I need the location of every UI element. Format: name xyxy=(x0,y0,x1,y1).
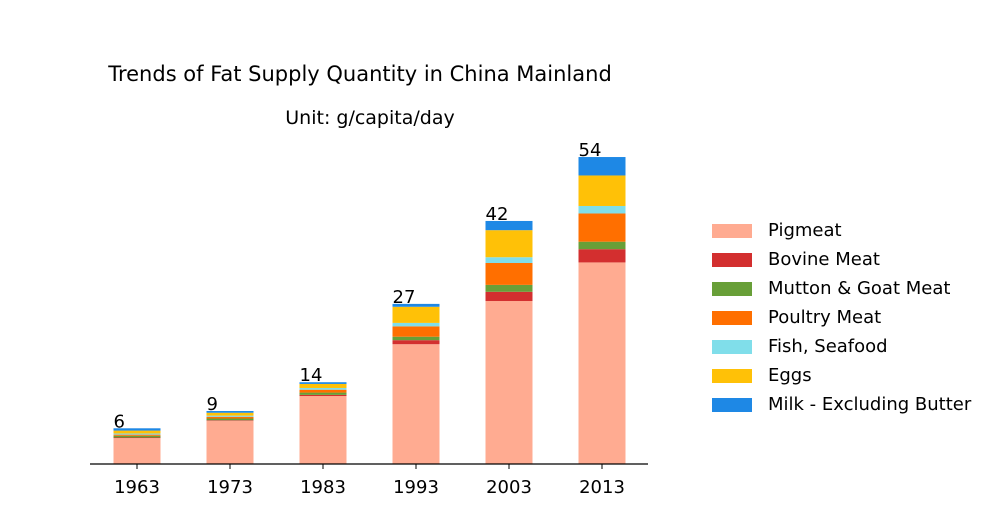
legend-item: Poultry Meat xyxy=(712,303,971,332)
bar-2013-pigmeat xyxy=(578,262,626,464)
bar-2003-milk-excluding-butter xyxy=(485,220,533,231)
bar-1963-milk-excluding-butter xyxy=(113,428,161,431)
bar-2003-pigmeat xyxy=(485,301,533,464)
total-label-1973: 9 xyxy=(207,394,218,415)
legend-item: Milk - Excluding Butter xyxy=(712,390,971,419)
x-tick-label-2013: 2013 xyxy=(579,477,625,498)
bar-1973-milk-excluding-butter xyxy=(206,411,254,413)
bar-1973-bovine-meat xyxy=(206,420,254,421)
bar-1973-fish-seafood xyxy=(206,415,254,417)
legend-swatch xyxy=(712,368,752,383)
bar-1963-poultry-meat xyxy=(113,434,161,436)
legend-label: Milk - Excluding Butter xyxy=(768,394,972,415)
legend-label: Bovine Meat xyxy=(768,249,880,270)
bar-1983-milk-excluding-butter xyxy=(299,382,347,384)
legend-label: Poultry Meat xyxy=(768,307,882,328)
bar-1993-poultry-meat xyxy=(392,326,440,337)
bar-1993-pigmeat xyxy=(392,344,440,464)
bar-1983-bovine-meat xyxy=(299,394,347,397)
bar-1983-pigmeat xyxy=(299,396,347,464)
total-label-1993: 27 xyxy=(393,287,416,308)
chart-subtitle: Unit: g/capita/day xyxy=(285,107,455,129)
x-tick-label-2003: 2003 xyxy=(486,477,532,498)
bar-1973-mutton-goat-meat xyxy=(206,418,254,421)
bar-1963-fish-seafood xyxy=(113,433,161,435)
bar-1973-eggs xyxy=(206,412,254,416)
bar-1973-poultry-meat xyxy=(206,416,254,419)
legend-label: Eggs xyxy=(768,365,812,386)
total-label-2003: 42 xyxy=(486,204,509,225)
total-label-1983: 14 xyxy=(300,365,323,386)
bar-1993-fish-seafood xyxy=(392,322,440,327)
bar-1993-milk-excluding-butter xyxy=(392,303,440,307)
bar-1963-eggs xyxy=(113,430,161,434)
bar-1983-poultry-meat xyxy=(299,389,347,393)
legend-label: Fish, Seafood xyxy=(768,336,888,357)
bar-1993-mutton-goat-meat xyxy=(392,336,440,341)
x-tick-label-1973: 1973 xyxy=(207,477,253,498)
bar-1993-bovine-meat xyxy=(392,340,440,345)
bar-1983-fish-seafood xyxy=(299,387,347,390)
bar-2013-bovine-meat xyxy=(578,249,626,263)
bars-group xyxy=(113,157,626,464)
legend-swatch xyxy=(712,223,752,238)
bar-2003-mutton-goat-meat xyxy=(485,284,533,292)
chart-title: Trends of Fat Supply Quantity in China M… xyxy=(108,62,612,86)
bar-2003-eggs xyxy=(485,230,533,258)
legend-swatch xyxy=(712,310,752,325)
legend-swatch xyxy=(712,252,752,267)
total-label-2013: 54 xyxy=(579,140,602,161)
legend-item: Bovine Meat xyxy=(712,245,971,274)
bar-2013-milk-excluding-butter xyxy=(578,157,626,176)
bar-2013-eggs xyxy=(578,175,626,206)
bar-1963-mutton-goat-meat xyxy=(113,435,161,438)
legend-label: Mutton & Goat Meat xyxy=(768,278,951,299)
total-label-1963: 6 xyxy=(114,411,125,432)
legend-item: Fish, Seafood xyxy=(712,332,971,361)
bar-2003-fish-seafood xyxy=(485,257,533,264)
bar-2003-poultry-meat xyxy=(485,263,533,285)
x-ticks-group: 1963 1973 1983 1993 2003 2013 xyxy=(114,464,625,498)
bar-2013-fish-seafood xyxy=(578,205,626,214)
legend-swatch xyxy=(712,397,752,412)
bar-1963-bovine-meat xyxy=(113,437,161,439)
x-tick-label-1963: 1963 xyxy=(114,477,160,498)
bar-2013-mutton-goat-meat xyxy=(578,241,626,250)
bar-1973-pigmeat xyxy=(206,420,254,464)
legend-swatch xyxy=(712,281,752,296)
bar-1993-eggs xyxy=(392,306,440,323)
plot-area: 6 9 14 27 42 54 1963 1973 1983 1993 2003 2013 xyxy=(90,140,648,498)
bar-1983-eggs xyxy=(299,383,347,388)
bar-2013-poultry-meat xyxy=(578,213,626,242)
legend-item: Eggs xyxy=(712,361,971,390)
bar-1963-pigmeat xyxy=(113,438,161,464)
legend-item: Mutton & Goat Meat xyxy=(712,274,971,303)
x-tick-label-1993: 1993 xyxy=(393,477,439,498)
bar-2003-bovine-meat xyxy=(485,291,533,302)
legend-label: Pigmeat xyxy=(768,220,842,241)
legend: Pigmeat Bovine Meat Mutton & Goat Meat Poul… xyxy=(712,216,971,419)
legend-item: Pigmeat xyxy=(712,216,971,245)
x-tick-label-1983: 1983 xyxy=(300,477,346,498)
legend-swatch xyxy=(712,339,752,354)
bar-1983-mutton-goat-meat xyxy=(299,392,347,395)
total-labels-group: 6 9 14 27 42 54 xyxy=(114,140,602,432)
